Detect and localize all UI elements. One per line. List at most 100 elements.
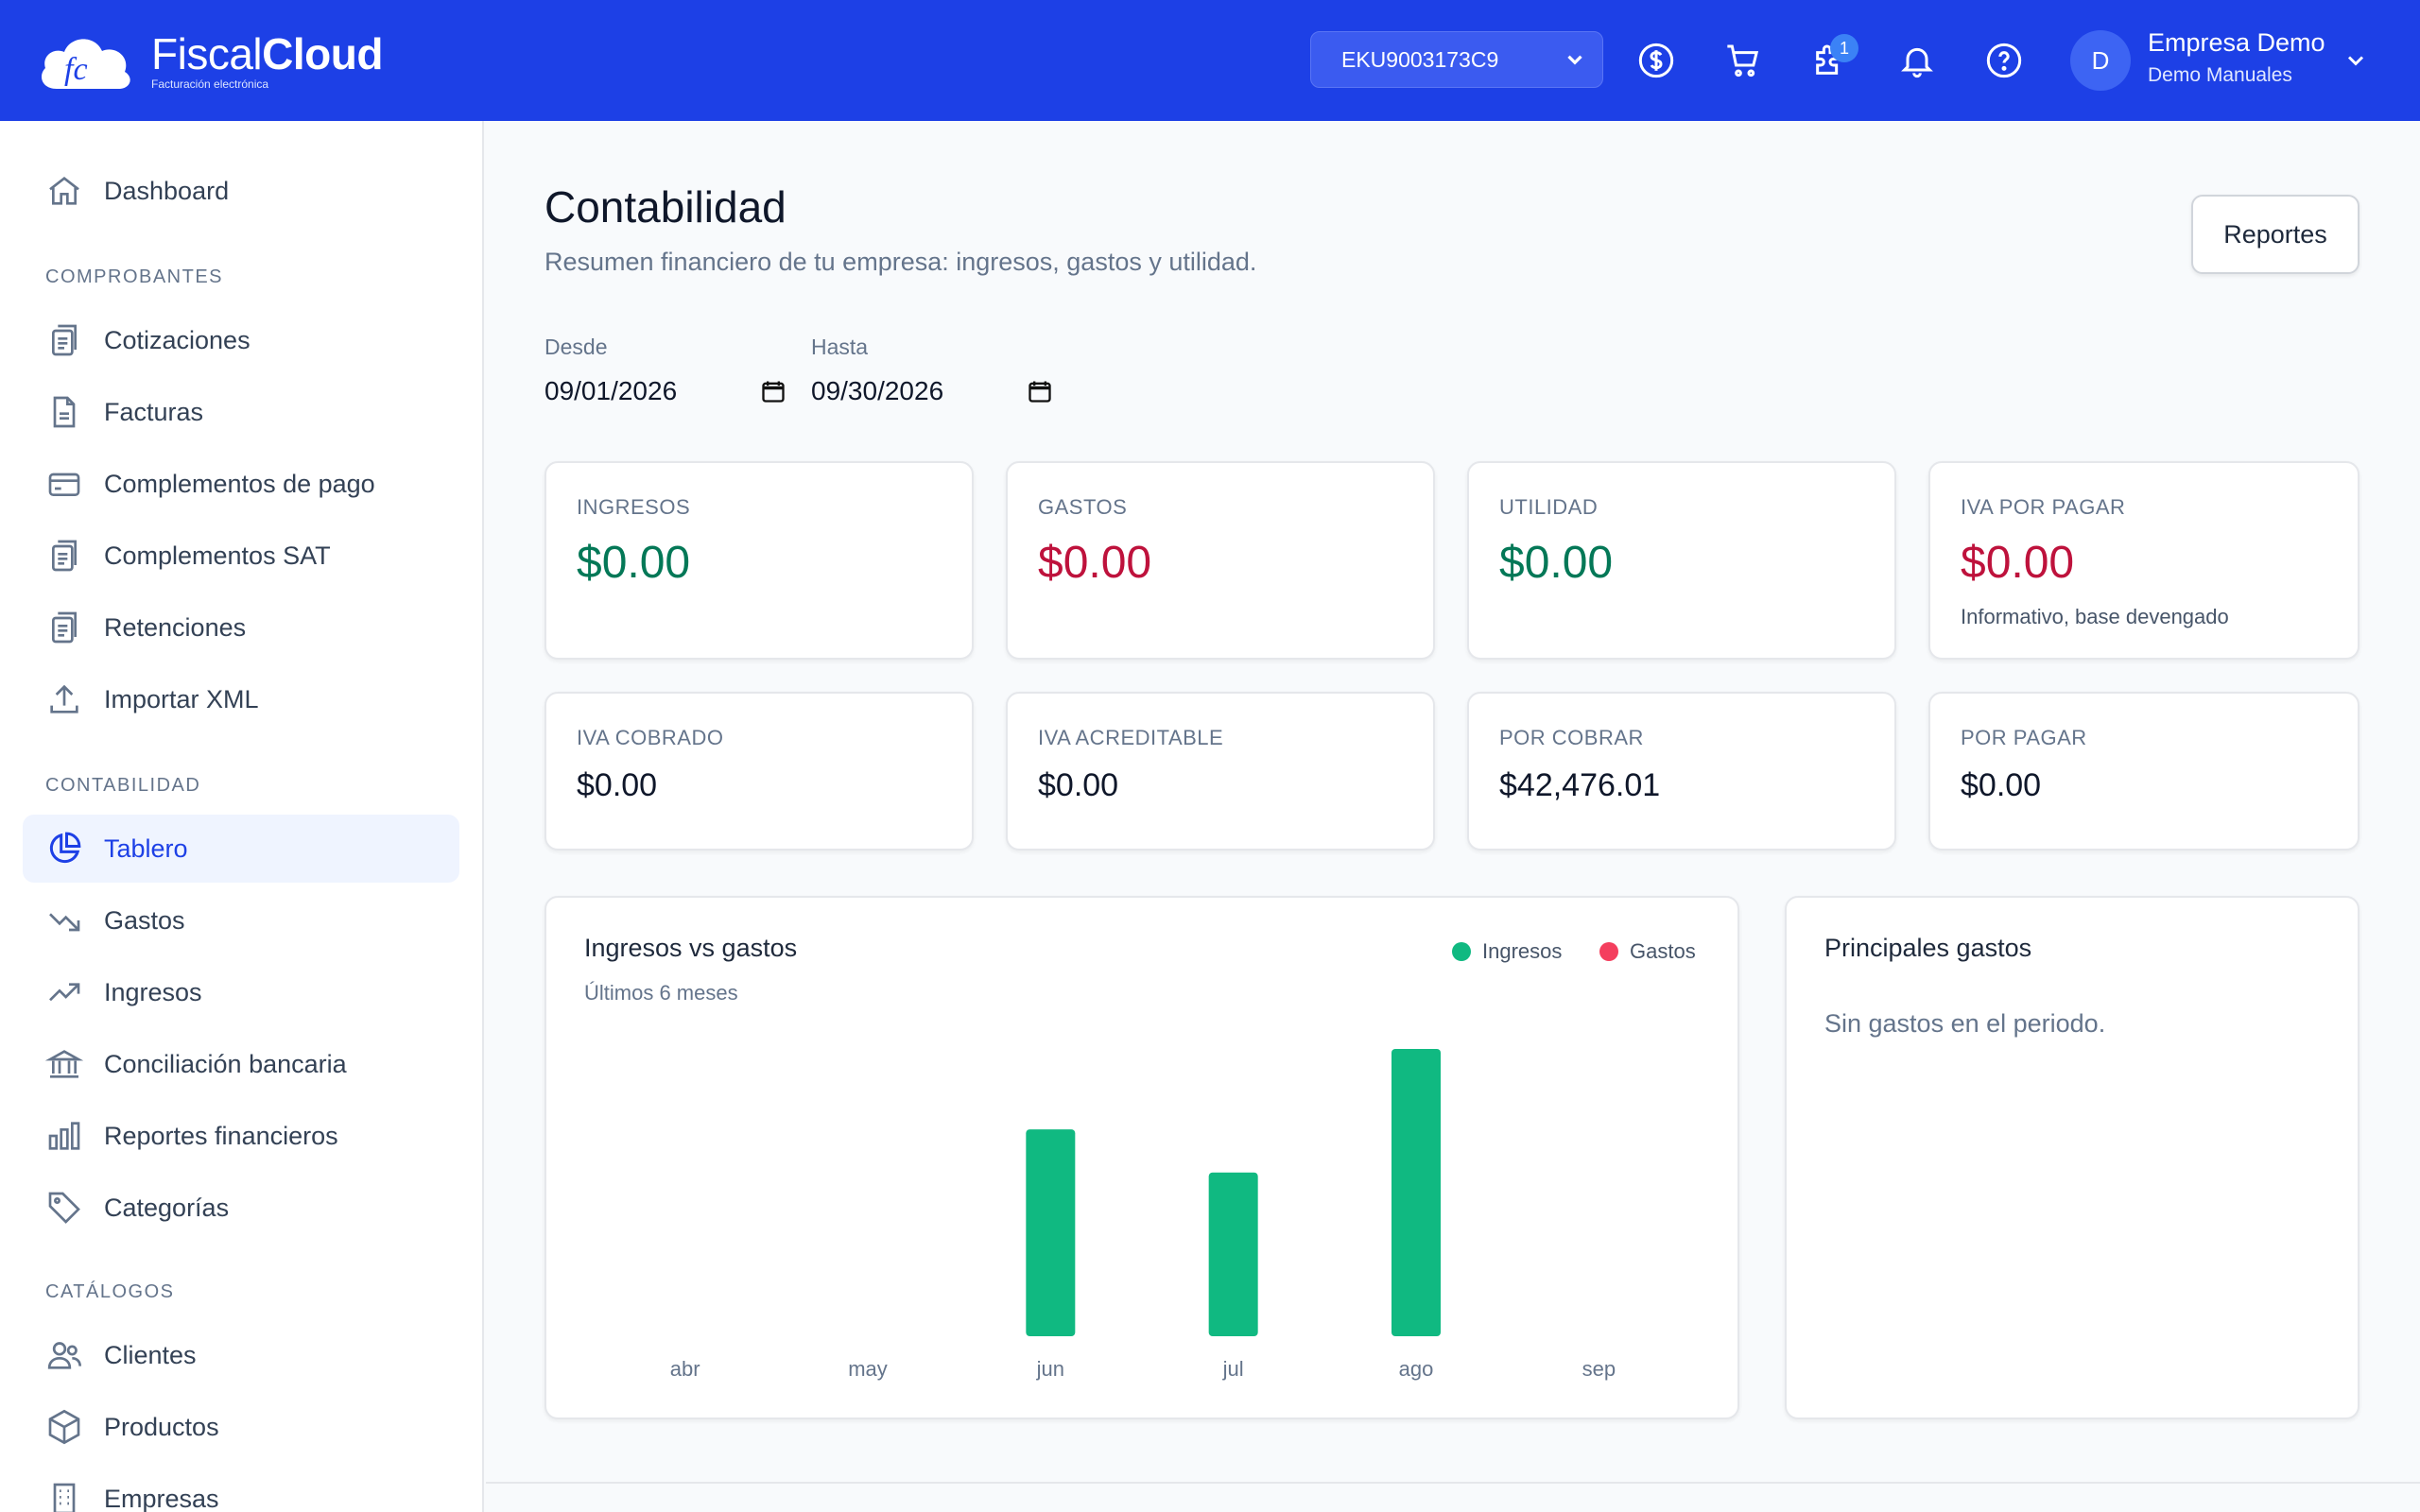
building-icon [53,1483,76,1512]
sidebar-item-dashboard[interactable]: Dashboard [23,157,459,225]
extensions-button[interactable]: 1 [1807,34,1858,83]
sidebar-item-clientes[interactable]: Clientes [23,1321,459,1389]
x-tick-label: jul [1222,1357,1244,1381]
kpi-value: $0.00 [1499,538,1614,588]
chevron-down-icon[interactable] [2342,47,2369,74]
help-button[interactable] [1981,38,2027,83]
sidebar-item-reportes-financieros[interactable]: Reportes financieros [23,1102,459,1170]
billing-button[interactable] [1634,38,1679,83]
page-subtitle: Resumen financiero de tu empresa: ingres… [544,248,1257,276]
bank-icon [45,1050,83,1078]
logo[interactable]: fc FiscalCloud Facturación electrónica [36,28,383,94]
sidebar-item-complementos-sat[interactable]: Complementos SAT [23,522,459,590]
kpi-value: $0.00 [1961,538,2075,588]
clipboard-icon [52,324,77,356]
user-subtitle: Demo Manuales [2148,64,2292,86]
desde-label: Desde [544,335,608,359]
sidebar-item-label: Productos [104,1412,219,1441]
calendar-icon[interactable] [1027,378,1053,404]
trending-down-icon [49,913,80,932]
legend-swatch [1599,942,1618,961]
x-tick-label: sep [1582,1357,1616,1381]
stat-label: IVA COBRADO [577,726,724,749]
sidebar-item-label: Importar XML [104,684,259,713]
bar-ingresos-jun[interactable] [1026,1129,1076,1336]
notification-badge: 1 [1830,34,1858,62]
sidebar-item-label: Conciliación bancaria [104,1049,347,1078]
reports-button[interactable]: Reportes [2191,195,2360,274]
top-expenses-title: Principales gastos [1824,934,2032,962]
stat-card-por-cobrar: POR COBRAR $42,476.01 [1467,692,1896,850]
sidebar-item-ingresos[interactable]: Ingresos [23,958,459,1026]
legend-swatch [1452,942,1471,961]
stat-value: $0.00 [1038,767,1119,803]
sidebar-item-label: Facturas [104,397,204,426]
bell-icon [1901,47,1933,78]
sidebar-item-retenciones[interactable]: Retenciones [23,593,459,662]
user-name[interactable]: Empresa Demo [2148,28,2325,57]
page-title: Contabilidad [544,182,786,232]
stat-card-iva-cobrado: IVA COBRADO $0.00 [544,692,974,850]
clipboard-icon [52,540,77,572]
sidebar-item-productos[interactable]: Productos [23,1393,459,1461]
bar-ingresos-ago[interactable] [1392,1049,1441,1336]
cart-button[interactable] [1720,38,1766,83]
x-tick-label: ago [1399,1357,1434,1381]
sidebar-item-label: Retenciones [104,612,247,642]
logo-name: FiscalCloud [151,29,383,78]
legend-label: Gastos [1630,939,1696,963]
sidebar-item-empresas[interactable]: Empresas [23,1465,459,1512]
sidebar: Dashboard COMPROBANTES Cotizaciones Fact… [0,121,484,1512]
avatar[interactable]: D [2070,30,2131,91]
sidebar-item-gastos[interactable]: Gastos [23,886,459,954]
x-tick-label: jun [1036,1357,1064,1381]
rfc-value: EKU9003173C9 [1341,46,1499,72]
dollar-circle-icon [1638,43,1674,78]
sidebar-item-label: Clientes [104,1340,197,1369]
sidebar-item-label: Tablero [104,833,188,863]
puzzle-icon [1816,44,1839,75]
section-catalogos: CATÁLOGOS [45,1281,175,1302]
sidebar-item-cotizaciones[interactable]: Cotizaciones [23,306,459,374]
stat-card-iva-acreditable: IVA ACREDITABLE $0.00 [1006,692,1435,850]
sidebar-item-categorias[interactable]: Categorías [23,1174,459,1242]
kpi-label: IVA POR PAGAR [1961,495,2126,519]
kpi-card-utilidad: UTILIDAD $0.00 [1467,461,1896,660]
help-icon [1986,43,2022,78]
kpi-value: $0.00 [577,538,691,588]
credit-card-icon [48,472,80,496]
hasta-value: 09/30/2026 [811,376,944,405]
desde-date-input[interactable]: 09/01/2026 [544,376,786,406]
logo-tagline: Facturación electrónica [151,77,269,91]
cart-icon [1727,44,1759,77]
sidebar-item-conciliacion[interactable]: Conciliación bancaria [23,1030,459,1098]
chart-subtitle: Últimos 6 meses [584,981,738,1005]
kpi-label: UTILIDAD [1499,495,1599,519]
kpi-label: GASTOS [1038,495,1128,519]
hasta-date-input[interactable]: 09/30/2026 [811,376,1053,406]
top-bar: fc FiscalCloud Facturación electrónica E… [0,0,2420,121]
kpi-card-ingresos: INGRESOS $0.00 [544,461,974,660]
calendar-icon[interactable] [760,378,786,404]
sidebar-item-label: Ingresos [104,977,202,1006]
bar-ingresos-jul[interactable] [1208,1172,1258,1336]
pie-chart-icon [49,832,81,864]
notifications-button[interactable] [1894,38,1940,83]
rfc-selector[interactable]: EKU9003173C9 [1310,31,1603,88]
legend-label: Ingresos [1482,939,1563,963]
sidebar-item-label: Cotizaciones [104,325,251,354]
document-icon [53,396,76,428]
svg-text:fc: fc [64,52,88,87]
sidebar-item-tablero[interactable]: Tablero [23,815,459,883]
stat-label: POR PAGAR [1961,726,2087,749]
x-tick-label: abr [670,1357,700,1381]
footer-divider [486,1482,2420,1484]
sidebar-item-complementos-pago[interactable]: Complementos de pago [23,450,459,518]
kpi-value: $0.00 [1038,538,1152,588]
sidebar-item-facturas[interactable]: Facturas [23,378,459,446]
kpi-note: Informativo, base devengado [1961,605,2229,628]
tag-icon [48,1192,80,1224]
sidebar-item-importar-xml[interactable]: Importar XML [23,665,459,733]
sidebar-item-label: Reportes financieros [104,1121,338,1150]
section-comprobantes: COMPROBANTES [45,266,224,287]
